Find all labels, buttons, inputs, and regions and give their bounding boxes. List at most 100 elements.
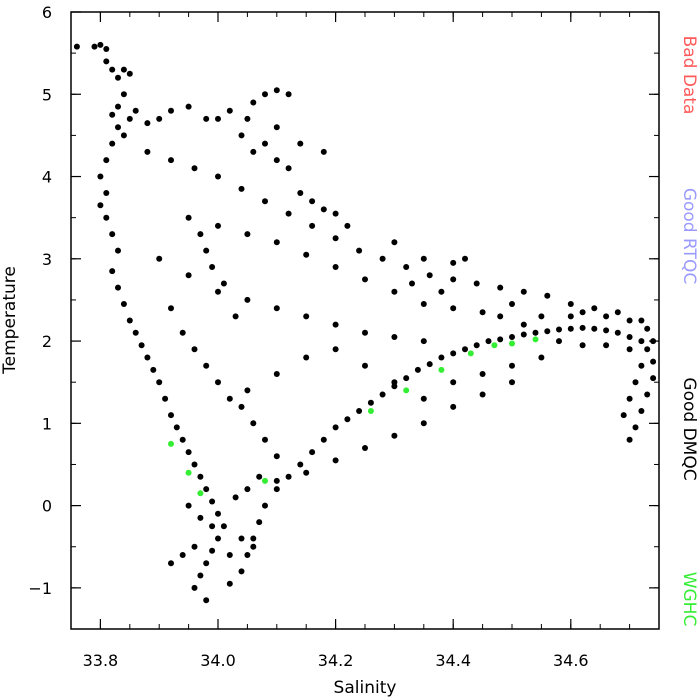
point-dmqc-46 xyxy=(203,560,210,567)
point-dmqc-72 xyxy=(462,346,468,353)
point-dmqc-53 xyxy=(250,535,257,542)
point-dmqc-124 xyxy=(332,321,339,328)
point-dmqc-50 xyxy=(226,580,233,587)
point-dmqc-170 xyxy=(362,362,368,369)
point-dmqc-211 xyxy=(273,124,280,131)
point-dmqc-22 xyxy=(109,231,116,238)
point-dmqc-230 xyxy=(638,362,645,369)
point-dmqc-129 xyxy=(244,231,251,238)
point-dmqc-24 xyxy=(109,268,116,275)
point-dmqc-57 xyxy=(285,473,292,480)
point-dmqc-154 xyxy=(220,280,227,287)
point-dmqc-135 xyxy=(420,301,427,307)
point-dmqc-184 xyxy=(303,469,310,476)
point-dmqc-54 xyxy=(256,519,263,526)
x-axis-title: Salinity xyxy=(334,678,397,698)
point-dmqc-138 xyxy=(215,115,221,122)
point-dmqc-136 xyxy=(450,305,457,312)
point-dmqc-32 xyxy=(156,379,163,386)
point-dmqc-48 xyxy=(191,584,198,591)
point-dmqc-94 xyxy=(626,436,633,443)
x-tick-label: 34.0 xyxy=(200,651,236,670)
point-dmqc-83 xyxy=(591,325,598,332)
point-dmqc-16 xyxy=(109,140,116,147)
point-dmqc-31 xyxy=(150,366,157,373)
point-dmqc-177 xyxy=(509,379,515,386)
point-wghc-1 xyxy=(185,469,192,476)
point-dmqc-43 xyxy=(220,523,227,530)
point-wghc-7 xyxy=(467,350,474,357)
point-dmqc-80 xyxy=(556,326,562,333)
point-dmqc-179 xyxy=(450,403,457,410)
point-dmqc-86 xyxy=(626,334,633,340)
point-wghc-6 xyxy=(438,366,445,373)
x-tick-label: 34.2 xyxy=(318,651,354,670)
point-dmqc-26 xyxy=(120,301,127,307)
point-dmqc-13 xyxy=(120,132,127,139)
point-dmqc-2 xyxy=(97,41,104,48)
point-dmqc-156 xyxy=(168,305,174,312)
point-dmqc-25 xyxy=(115,284,121,291)
point-dmqc-190 xyxy=(238,535,245,542)
y-tick-label: 0 xyxy=(42,497,52,516)
point-dmqc-116 xyxy=(168,157,174,164)
point-dmqc-93 xyxy=(632,424,639,431)
point-dmqc-191 xyxy=(250,543,257,550)
point-dmqc-199 xyxy=(420,255,427,262)
point-wghc-3 xyxy=(262,477,268,484)
point-wghc-10 xyxy=(532,336,539,343)
point-dmqc-198 xyxy=(391,239,398,246)
point-dmqc-9 xyxy=(120,91,127,98)
point-dmqc-37 xyxy=(185,449,192,456)
point-dmqc-207 xyxy=(297,190,304,196)
point-dmqc-181 xyxy=(391,432,398,439)
point-dmqc-68 xyxy=(414,366,421,373)
point-dmqc-203 xyxy=(409,280,415,287)
point-dmqc-178 xyxy=(479,391,486,398)
point-dmqc-119 xyxy=(185,272,192,279)
point-wghc-5 xyxy=(403,387,410,394)
point-dmqc-229 xyxy=(626,346,633,353)
point-dmqc-159 xyxy=(203,362,210,369)
point-dmqc-145 xyxy=(238,132,245,139)
point-dmqc-12 xyxy=(115,124,121,131)
point-dmqc-194 xyxy=(185,502,192,509)
point-dmqc-226 xyxy=(556,338,562,345)
point-dmqc-202 xyxy=(438,288,445,295)
point-dmqc-106 xyxy=(403,264,410,270)
point-dmqc-148 xyxy=(273,157,280,164)
point-dmqc-204 xyxy=(320,206,327,213)
point-dmqc-88 xyxy=(644,346,651,353)
point-dmqc-121 xyxy=(244,296,251,303)
scatter-points xyxy=(73,41,657,604)
legend-entry: Good RTQC xyxy=(679,188,699,284)
point-dmqc-146 xyxy=(250,148,257,155)
plot-frame xyxy=(70,11,660,630)
point-dmqc-123 xyxy=(303,313,310,320)
point-dmqc-27 xyxy=(126,317,133,324)
point-dmqc-82 xyxy=(579,324,586,331)
point-dmqc-81 xyxy=(567,325,574,332)
point-dmqc-30 xyxy=(144,354,151,361)
point-dmqc-125 xyxy=(362,329,368,336)
point-dmqc-147 xyxy=(262,140,268,147)
point-dmqc-21 xyxy=(103,214,110,221)
point-dmqc-33 xyxy=(162,395,169,402)
point-dmqc-114 xyxy=(215,173,221,180)
point-dmqc-115 xyxy=(191,165,198,172)
point-dmqc-205 xyxy=(332,210,339,217)
point-dmqc-143 xyxy=(285,91,292,98)
point-dmqc-223 xyxy=(509,301,515,307)
point-dmqc-44 xyxy=(215,535,221,542)
point-dmqc-35 xyxy=(173,424,180,431)
point-dmqc-85 xyxy=(614,329,621,336)
point-dmqc-69 xyxy=(426,361,433,368)
point-dmqc-155 xyxy=(232,313,239,320)
point-dmqc-200 xyxy=(450,259,457,266)
point-dmqc-141 xyxy=(262,91,268,98)
point-dmqc-78 xyxy=(532,329,539,336)
x-axis-ticks: 33.8 34.0 34.2 34.4 34.6 xyxy=(83,12,660,670)
point-dmqc-96 xyxy=(638,317,645,324)
point-dmqc-70 xyxy=(438,354,445,361)
